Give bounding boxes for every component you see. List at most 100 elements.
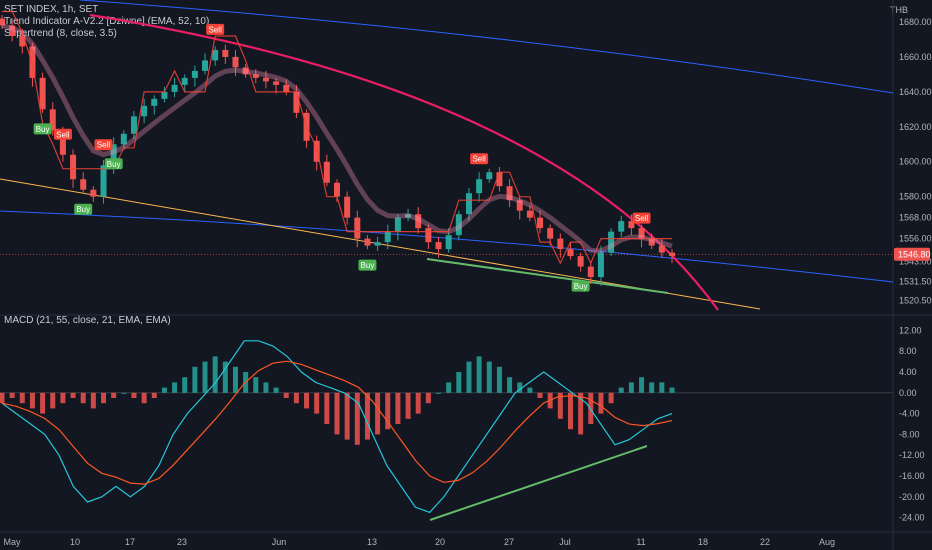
buy-signal-badge — [74, 203, 93, 215]
candle-body — [242, 67, 249, 75]
price-tick-label: 1520.50 — [899, 296, 932, 306]
time-tick-label: May — [3, 537, 21, 547]
histogram-bar — [60, 392, 66, 404]
histogram-bar — [446, 382, 452, 393]
histogram-bar — [50, 392, 56, 409]
histogram-bar — [90, 392, 96, 409]
histogram-bar — [405, 392, 411, 419]
candle-body — [161, 91, 168, 99]
sell-signal-badge — [632, 212, 651, 224]
histogram-bar — [172, 382, 178, 393]
candle-body — [90, 189, 97, 197]
histogram-bar — [628, 382, 634, 393]
price-tick-label: 1531.50 — [899, 276, 932, 286]
candle-body — [151, 98, 158, 106]
candle-body — [577, 256, 584, 267]
candle-body — [59, 130, 66, 155]
candle-body — [202, 60, 209, 71]
histogram-bar — [395, 392, 401, 424]
supertrend-legend[interactable]: Supertrend (8, close, 3.5) — [4, 28, 117, 39]
histogram-bar — [375, 392, 381, 435]
histogram-bar — [263, 382, 269, 393]
histogram-bar — [436, 392, 442, 394]
candle-body — [252, 74, 259, 78]
candle-body — [293, 91, 300, 113]
candles — [0, 14, 675, 286]
histogram-bar — [537, 392, 543, 398]
candle-body — [608, 231, 615, 253]
macd-line — [1, 340, 673, 514]
histogram-bar — [202, 361, 208, 393]
macd-legend[interactable]: MACD (21, 55, close, 21, EMA, EMA) — [4, 315, 171, 326]
candle-body — [171, 84, 178, 92]
sell-signal-label: Sell — [97, 141, 111, 150]
histogram-bar — [364, 392, 370, 440]
histogram-bar — [669, 387, 675, 393]
histogram-bar — [517, 382, 523, 393]
price-tick-label: 1640.00 — [899, 87, 932, 97]
sell-signal-label: Sell — [56, 130, 70, 139]
candle-body — [120, 133, 127, 145]
buy-signal-label: Buy — [76, 205, 90, 214]
time-tick-label: 11 — [636, 537, 645, 547]
candle-body — [618, 221, 625, 232]
histogram-bar — [476, 356, 482, 393]
buy-signal-badge — [33, 123, 52, 135]
symbol-legend[interactable]: SET INDEX, 1h, SET — [4, 4, 99, 15]
histogram-bar — [598, 392, 604, 414]
price-tick-label: 1600.00 — [899, 157, 932, 167]
macd-tick-label: 4.00 — [899, 367, 917, 377]
histogram-bar — [212, 356, 218, 393]
candle-body — [364, 238, 371, 246]
histogram-bar — [486, 361, 492, 393]
histogram-bar — [588, 392, 594, 424]
histogram-bar — [415, 392, 421, 414]
histogram-bar — [293, 392, 299, 404]
histogram-bar — [507, 377, 513, 393]
candle-body — [212, 49, 219, 61]
histogram-bar — [425, 392, 431, 404]
macd-tick-label: -8.00 — [899, 429, 920, 439]
time-tick-label: 13 — [367, 537, 377, 547]
candle-body — [628, 221, 635, 229]
upper-blue-curve — [79, 0, 894, 94]
time-tick-label: Aug — [819, 537, 835, 547]
histogram-bar — [273, 387, 279, 393]
macd-tick-label: -24.00 — [899, 513, 925, 523]
histogram-bar — [334, 392, 340, 435]
buy-signal-label: Buy — [107, 160, 121, 169]
histogram-bar — [70, 392, 76, 398]
histogram-bar — [9, 392, 15, 398]
candle-body — [547, 228, 554, 239]
candle-body — [567, 249, 574, 257]
candle-body — [435, 242, 442, 250]
signal-line — [1, 360, 673, 485]
histogram-bar — [567, 392, 573, 430]
candle-body — [669, 252, 675, 257]
candle-body — [587, 266, 594, 278]
macd-tick-label: -12.00 — [899, 450, 925, 460]
histogram-bar — [527, 387, 533, 393]
candle-body — [486, 172, 493, 180]
sell-signal-badge — [53, 128, 72, 140]
histogram-bar — [131, 392, 137, 398]
histogram-bar — [578, 392, 584, 435]
candle-body — [323, 161, 330, 183]
histogram-bar — [192, 366, 198, 393]
last-price-label: 1546.80 — [898, 250, 931, 260]
buy-signal-label: Buy — [36, 125, 50, 134]
histogram-bar — [344, 392, 350, 440]
candle-body — [9, 25, 16, 36]
histogram-bar — [141, 392, 147, 404]
candle-body — [557, 238, 564, 250]
candle-body — [425, 228, 432, 243]
histogram-bar — [19, 392, 25, 404]
candle-body — [374, 242, 381, 246]
price-tick-label: 1543.00 — [899, 256, 932, 266]
trend-indicator-legend[interactable]: Trend Indicator A-V2.2 [Dziwne] (EMA, 52… — [4, 16, 210, 27]
macd-tick-label: -4.00 — [899, 409, 920, 419]
histogram-bar — [121, 392, 127, 394]
pink-arc-curve — [89, 13, 719, 311]
buy-signal-badge — [358, 259, 377, 271]
